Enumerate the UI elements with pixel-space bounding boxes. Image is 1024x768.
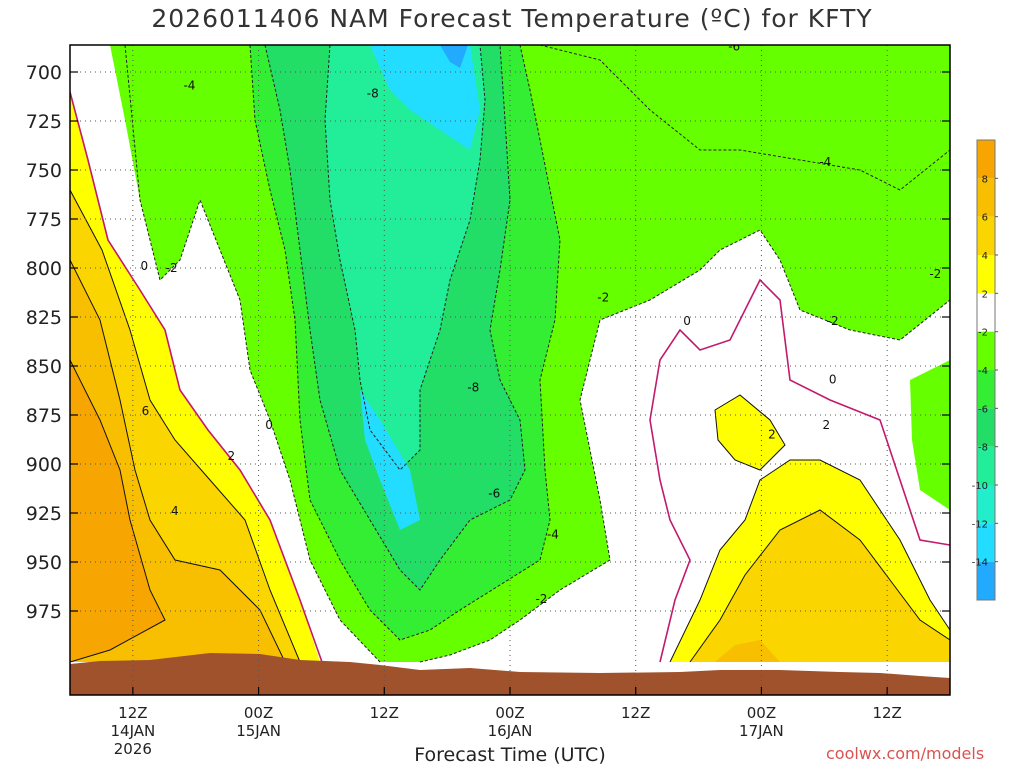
contour-label: -6 — [728, 40, 740, 54]
cold-region-10 — [370, 45, 480, 150]
colorbar-label: -14 — [972, 558, 988, 569]
colorbar-swatch — [977, 293, 995, 332]
chart-title: 2026011406 NAM Forecast Temperature (ºC)… — [151, 4, 873, 33]
x-tick-label: 15JAN — [236, 722, 281, 740]
contour-label: 2 — [228, 449, 236, 463]
x-tick-label: 12Z — [872, 704, 901, 722]
contour-label: -2 — [535, 592, 547, 606]
x-axis-label: Forecast Time (UTC) — [414, 744, 606, 766]
x-tick-label: 14JAN — [110, 722, 155, 740]
contour-label: -2 — [827, 314, 839, 328]
contour-label: 0 — [829, 373, 837, 387]
temperature-field: -4 -8 -6 -4 0 -2 -2 0 -2 -2 -8 0 6 0 2 2 2 4 -6 -4 -2 — [70, 40, 950, 695]
cold-region-2b — [910, 360, 950, 510]
colorbar-swatch — [977, 561, 995, 600]
y-tick-label: 825 — [26, 307, 62, 329]
y-axis-ticks: 700 725 750 775 800 825 850 875 900 925 950 975 — [26, 62, 950, 623]
colorbar-label: 8 — [982, 174, 988, 185]
terrain — [70, 653, 950, 695]
contour-label: -4 — [183, 79, 195, 93]
y-tick-label: 800 — [26, 258, 62, 280]
positive-contours — [70, 189, 950, 663]
x-tick-label: 00Z — [244, 704, 273, 722]
contour-labels: -4 -8 -6 -4 0 -2 -2 0 -2 -2 -8 0 6 0 2 2 2 4 -6 -4 -2 — [141, 40, 942, 606]
x-tick-label: 16JAN — [488, 722, 533, 740]
contour-label: -4 — [547, 528, 559, 542]
warm-region-right-upper — [715, 395, 785, 470]
contour-label: -6 — [488, 486, 500, 500]
warm-region-right-2 — [690, 510, 950, 662]
contour-label: 4 — [171, 504, 179, 518]
site-credit: coolwx.com/models — [826, 744, 985, 763]
colorbar-label: -12 — [972, 519, 988, 530]
colorbar-label: -10 — [972, 481, 988, 492]
contour-label: 0 — [683, 314, 691, 328]
y-tick-label: 750 — [26, 160, 62, 182]
colorbar-swatch — [977, 331, 995, 370]
colorbar-swatch — [977, 485, 995, 524]
contour-label: -4 — [819, 155, 831, 169]
contour-label: 2 — [768, 428, 776, 442]
colorbar: 8 6 4 2 -2 -4 -6 -8 -10 -12 -14 — [972, 139, 998, 601]
contour-label: -8 — [367, 87, 379, 101]
colorbar-swatch — [977, 370, 995, 409]
colorbar-swatch — [977, 255, 995, 294]
colorbar-swatch — [977, 523, 995, 562]
colorbar-swatch — [977, 140, 995, 179]
contour-label: 0 — [141, 259, 149, 273]
x-tick-label: 2026 — [114, 740, 152, 758]
y-tick-label: 950 — [26, 552, 62, 574]
x-tick-label: 12Z — [370, 704, 399, 722]
contour-label: -8 — [467, 381, 479, 395]
contour-label: 6 — [142, 404, 150, 418]
warm-region-left-6 — [70, 360, 165, 662]
colorbar-swatch — [977, 216, 995, 255]
colorbar-swatch — [977, 178, 995, 217]
contour-label: 0 — [265, 418, 273, 432]
warm-region-right-4 — [715, 640, 780, 662]
colorbar-label: 2 — [982, 289, 988, 300]
zero-contours — [70, 91, 950, 663]
cold-region-8 — [325, 45, 485, 470]
colorbar-label: -8 — [978, 443, 988, 454]
colorbar-swatch — [977, 446, 995, 485]
y-tick-label: 925 — [26, 503, 62, 525]
colorbar-label: -2 — [978, 328, 988, 339]
y-tick-label: 725 — [26, 111, 62, 133]
contour-label: -2 — [929, 267, 941, 281]
colorbar-swatch — [977, 408, 995, 447]
x-tick-label: 00Z — [747, 704, 776, 722]
contour-label: -2 — [166, 261, 178, 275]
cold-region-12 — [440, 45, 468, 68]
x-tick-label: 12Z — [118, 704, 147, 722]
grid-lines — [70, 45, 950, 695]
contour-label: 2 — [823, 418, 831, 432]
y-tick-label: 875 — [26, 405, 62, 427]
y-tick-label: 775 — [26, 209, 62, 231]
y-tick-label: 700 — [26, 62, 62, 84]
colorbar-label: -4 — [978, 366, 988, 377]
x-tick-label: 12Z — [621, 704, 650, 722]
colorbar-label: -6 — [978, 404, 988, 415]
negative-contours — [124, 45, 950, 663]
y-tick-label: 850 — [26, 356, 62, 378]
x-tick-label: 17JAN — [739, 722, 784, 740]
x-tick-label: 00Z — [495, 704, 524, 722]
contour-label: -2 — [597, 290, 609, 304]
y-tick-label: 975 — [26, 601, 62, 623]
colorbar-label: 6 — [982, 213, 988, 224]
colorbar-label: 4 — [982, 251, 988, 262]
cold-region-10b — [360, 390, 420, 530]
y-tick-label: 900 — [26, 454, 62, 476]
